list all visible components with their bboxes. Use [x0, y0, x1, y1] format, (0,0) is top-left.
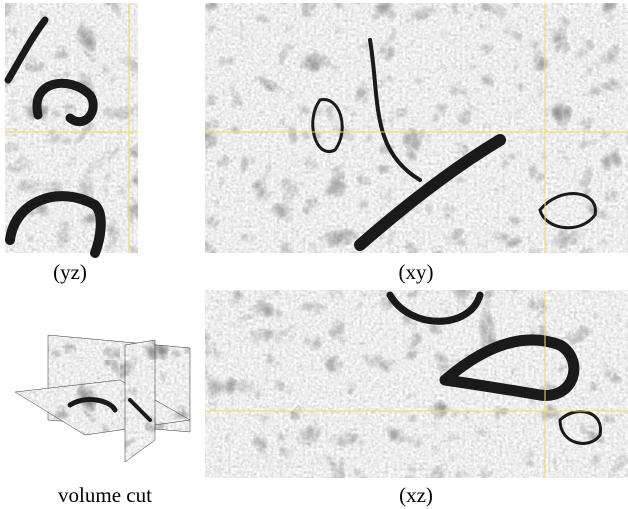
caption: (yz): [53, 260, 87, 284]
xz-panel: [205, 290, 628, 478]
xy-panel: [205, 3, 628, 253]
page: (yz) (xy) volume cut (xz) (() => { const…: [0, 0, 628, 509]
yz-panel: [5, 3, 138, 253]
volume-cut: [15, 335, 190, 462]
figure: (yz) (xy) volume cut (xz): [0, 0, 628, 509]
caption: volume cut: [58, 483, 152, 507]
caption: (xz): [399, 483, 433, 507]
caption: (xy): [399, 260, 434, 284]
